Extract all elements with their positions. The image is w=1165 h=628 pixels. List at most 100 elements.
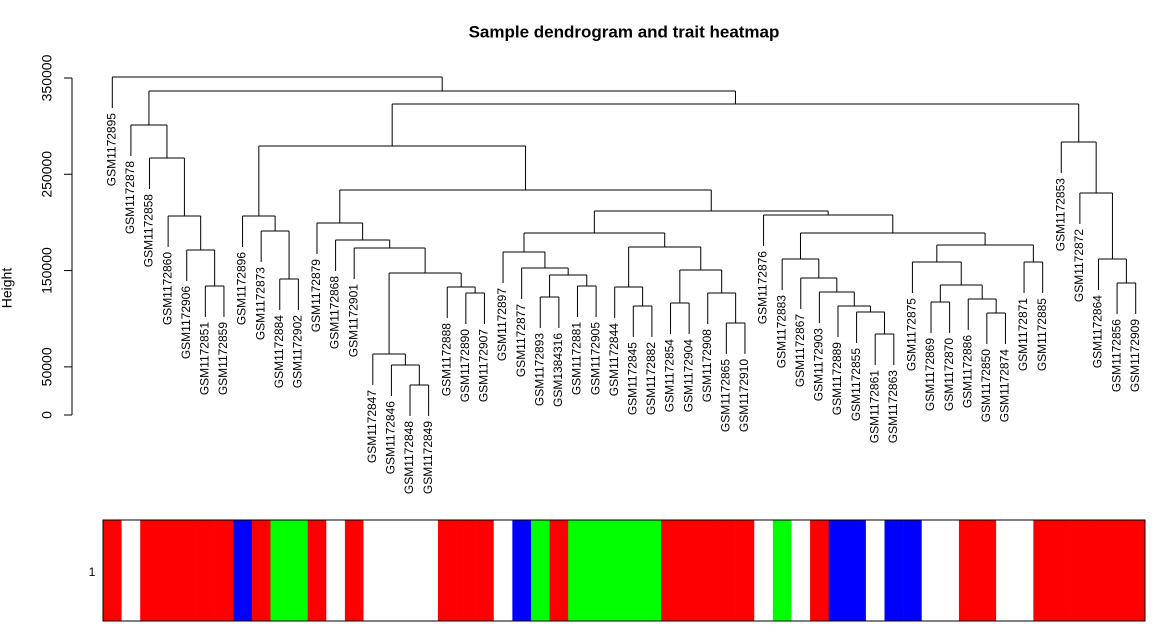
leaf-label: GSM1172877 [514, 304, 528, 377]
leaf-label: GSM1172848 [402, 421, 416, 494]
heatmap-cell [996, 520, 1016, 621]
leaf-label: GSM1172879 [309, 259, 323, 332]
heatmap-cell [679, 520, 699, 621]
heatmap-cell [493, 520, 513, 621]
leaf-label: GSM1172907 [477, 329, 491, 402]
leaf-label: GSM1172858 [142, 194, 156, 267]
heatmap-cell [1051, 520, 1071, 621]
leaf-label: GSM1172881 [570, 322, 584, 395]
leaf-label: GSM1172905 [588, 322, 602, 395]
leaf-label: GSM1384316 [551, 333, 565, 407]
heatmap-cell [977, 520, 997, 621]
leaf-label: GSM1172888 [439, 323, 453, 396]
leaf-label: GSM1172868 [328, 276, 342, 349]
heatmap-cell [270, 520, 290, 621]
leaf-label: GSM1172872 [1072, 229, 1086, 302]
heatmap-border [102, 519, 1146, 622]
leaf-label: GSM1172874 [998, 349, 1012, 422]
leaf-label: GSM1172889 [830, 342, 844, 415]
heatmap-cell [940, 520, 960, 621]
leaf-label: GSM1172878 [123, 161, 137, 234]
leaf-label: GSM1172883 [774, 295, 788, 368]
heatmap-cell [1107, 520, 1127, 621]
leaf-label: GSM1172869 [923, 338, 937, 411]
heatmap-cell [121, 520, 141, 621]
leaf-label: GSM1172908 [700, 329, 714, 402]
heatmap-cell [289, 520, 308, 621]
y-tick-label: 0 [39, 411, 55, 419]
leaf-label: GSM1172870 [942, 338, 956, 411]
heatmap-cell [307, 520, 327, 621]
y-tick-label: 150000 [39, 247, 55, 294]
leaf-label: GSM1172861 [867, 370, 881, 443]
y-axis-label: Height [0, 268, 15, 309]
heatmap-cell [735, 520, 755, 621]
leaf-label: GSM1172851 [198, 322, 212, 395]
heatmap-cell [624, 520, 643, 621]
heatmap-cell [586, 520, 606, 621]
heatmap-cell [196, 520, 215, 621]
leaf-label: GSM1172873 [253, 267, 267, 340]
y-tick-label: 350000 [39, 54, 55, 101]
leaf-label: GSM1172896 [235, 252, 249, 325]
heatmap-cell [828, 520, 848, 621]
leaf-label: GSM1172910 [737, 359, 751, 432]
leaf-label: GSM1172902 [291, 315, 305, 388]
leaf-label: GSM1172904 [681, 339, 695, 412]
leaf-label: GSM1172876 [756, 251, 770, 324]
leaf-label: GSM1172860 [160, 252, 174, 325]
heatmap-cell [1089, 520, 1109, 621]
heatmap-cell [605, 520, 625, 621]
heatmap-cell [958, 520, 978, 621]
leaf-label: GSM1172893 [532, 333, 546, 406]
heatmap-row-label: 1 [89, 565, 96, 579]
heatmap-cell [400, 520, 420, 621]
leaf-label: GSM1172903 [812, 328, 826, 401]
heatmap-cell [344, 520, 364, 621]
heatmap-cell [475, 520, 495, 621]
heatmap-cell [810, 520, 829, 621]
leaf-label: GSM1172856 [1109, 319, 1123, 392]
leaf-label: GSM1172864 [1091, 295, 1105, 368]
heatmap-cell [456, 520, 476, 621]
leaf-label: GSM1172845 [625, 342, 639, 415]
heatmap-cell [717, 520, 736, 621]
heatmap-cell [326, 520, 346, 621]
heatmap-cell [549, 520, 569, 621]
leaf-label: GSM1172886 [960, 335, 974, 408]
heatmap-cell [754, 520, 774, 621]
heatmap-cell [698, 520, 718, 621]
leaf-label: GSM1172859 [216, 322, 230, 395]
leaf-label: GSM1172867 [793, 314, 807, 387]
leaf-label: GSM1172863 [886, 370, 900, 443]
leaf-label: GSM1172882 [644, 342, 658, 415]
leaf-label: GSM1172853 [1053, 178, 1067, 251]
heatmap-cell [884, 520, 904, 621]
heatmap-cell [1070, 520, 1090, 621]
leaf-label: GSM1172897 [495, 288, 509, 361]
heatmap-cell [530, 520, 550, 621]
heatmap-cell [214, 520, 234, 621]
heatmap-cell [661, 520, 681, 621]
leaf-label: GSM1172849 [421, 421, 435, 494]
heatmap-cell [251, 520, 271, 621]
leaf-label: GSM1172890 [458, 329, 472, 402]
heatmap-cell [921, 520, 941, 621]
chart-title: Sample dendrogram and trait heatmap [469, 22, 780, 41]
leaf-label: GSM1172901 [346, 284, 360, 357]
heatmap-cell [177, 520, 197, 621]
heatmap-cell [140, 520, 160, 621]
heatmap-cell [1014, 520, 1034, 621]
heatmap-cell [382, 520, 402, 621]
heatmap-cell [233, 520, 253, 621]
leaf-label: GSM1172906 [179, 286, 193, 359]
leaf-label: GSM1172885 [1035, 298, 1049, 371]
leaf-label: GSM1172909 [1128, 319, 1142, 392]
y-tick-label: 50000 [39, 347, 55, 386]
heatmap-cell [103, 520, 122, 621]
leaf-label: GSM1172846 [384, 401, 398, 474]
heatmap-cell [1033, 520, 1053, 621]
heatmap-cell [903, 520, 923, 621]
heatmap-cell [865, 520, 885, 621]
